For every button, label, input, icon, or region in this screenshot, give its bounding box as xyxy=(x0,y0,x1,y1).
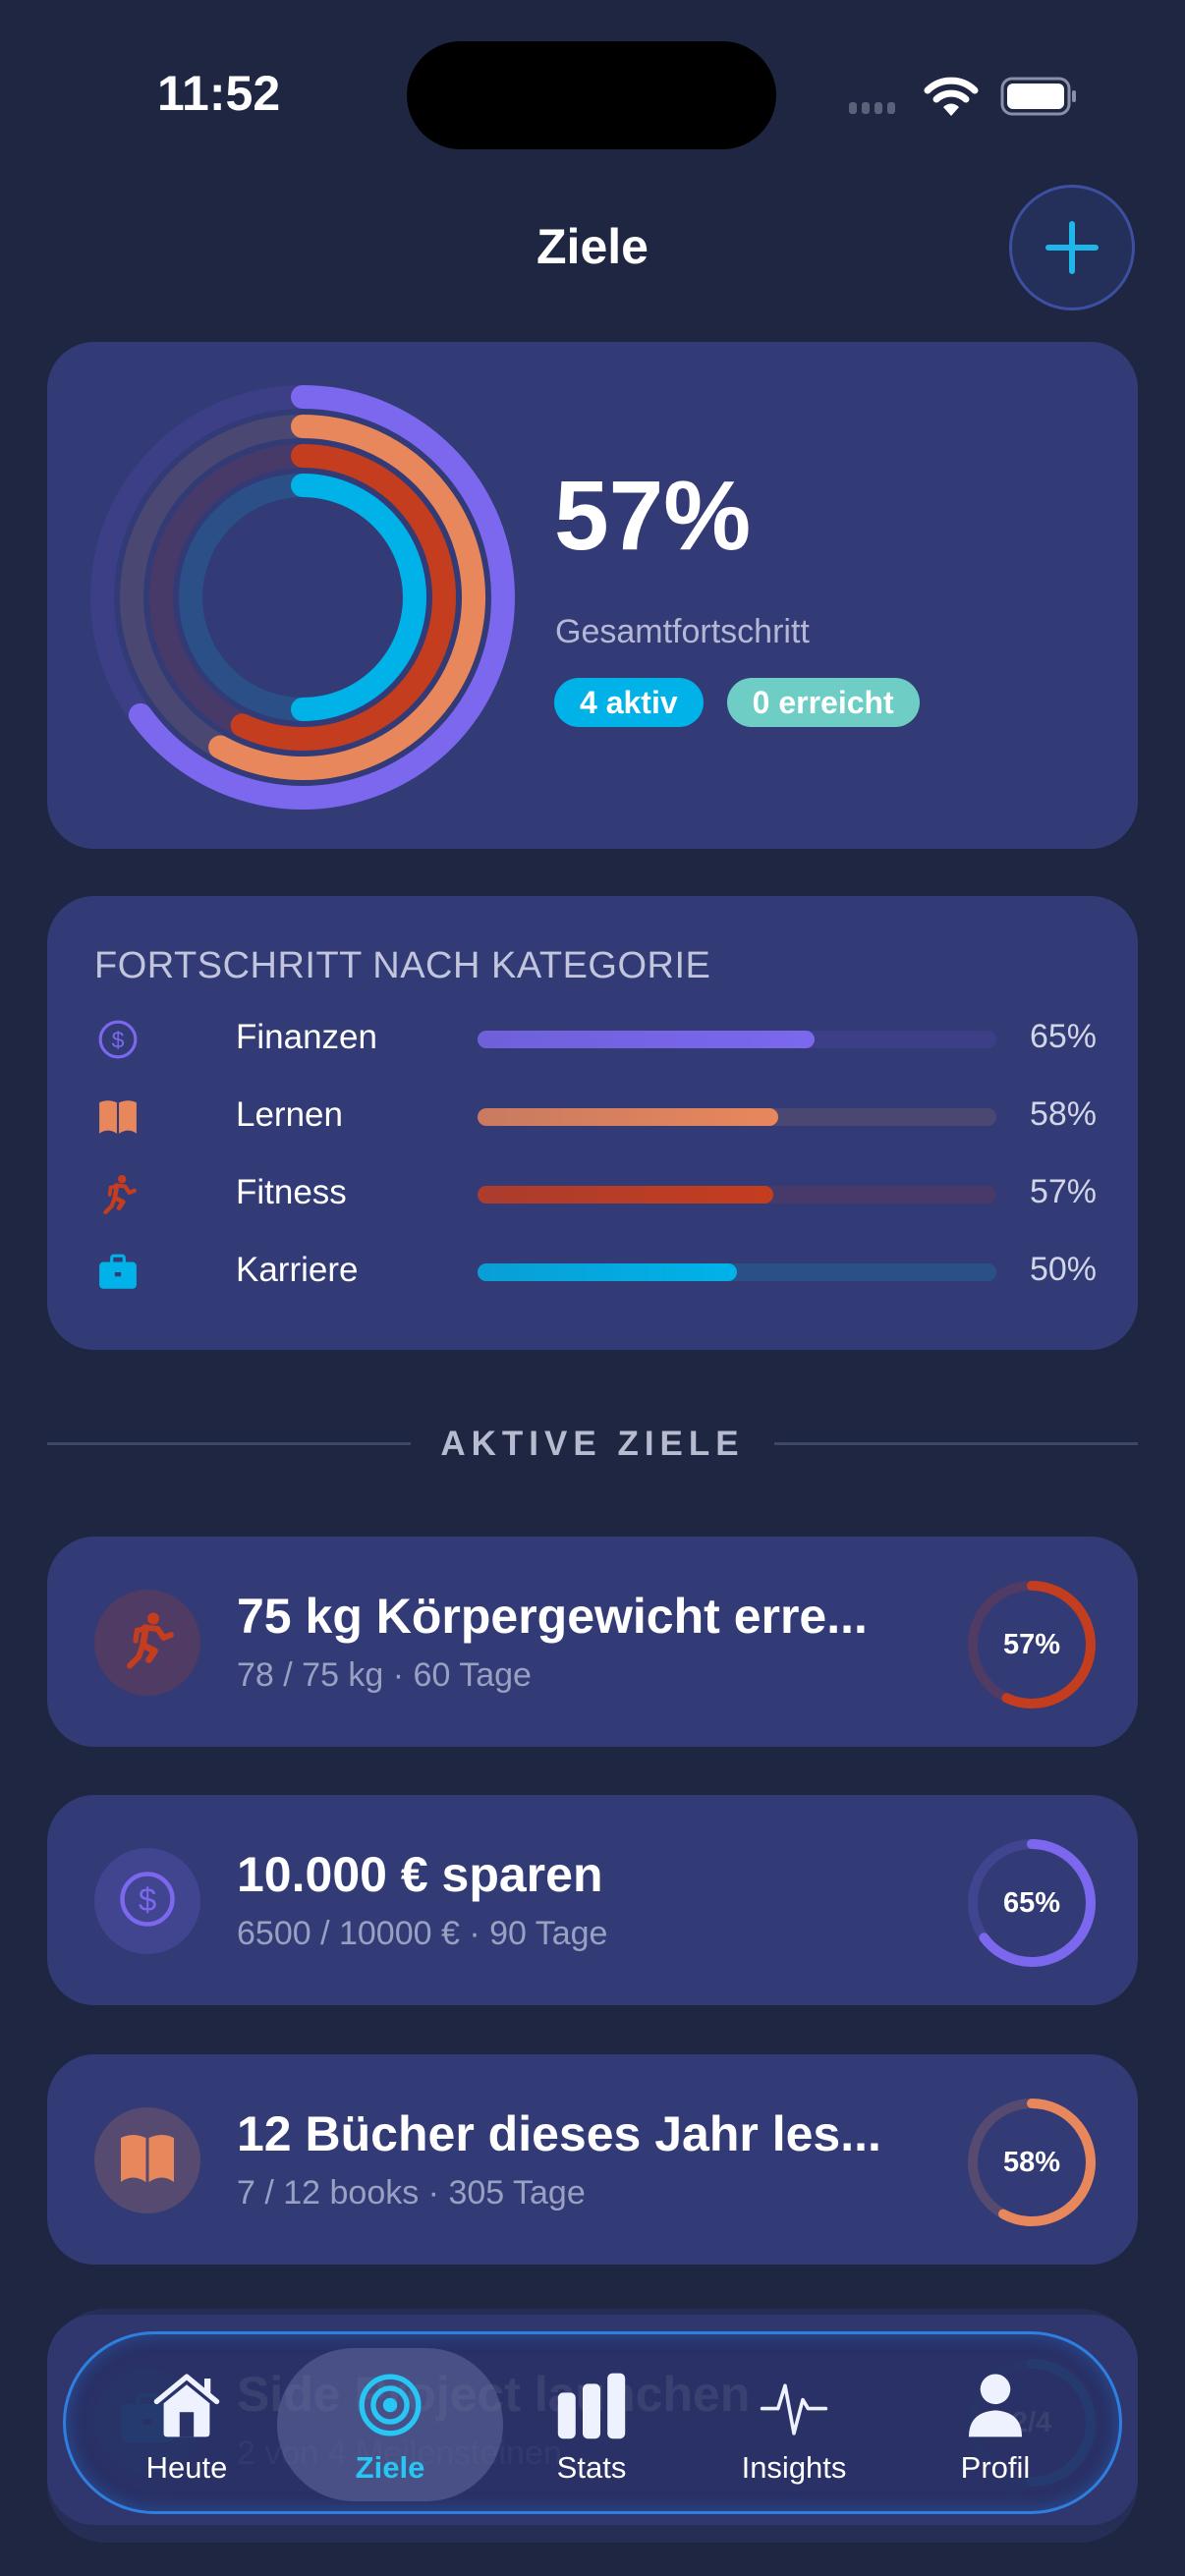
goal-card[interactable]: 12 Bücher dieses Jahr les... 7 / 12 book… xyxy=(47,2054,1138,2265)
pulse-icon xyxy=(755,2366,833,2444)
ring-progress-karriere xyxy=(291,474,426,721)
ring-progress-lernen xyxy=(208,415,485,780)
category-rings-chart xyxy=(90,385,515,810)
add-goal-button[interactable] xyxy=(1009,185,1135,310)
category-progress-bar xyxy=(478,1186,996,1204)
tab-profil[interactable]: Profil xyxy=(897,2348,1094,2495)
goal-progress-ring xyxy=(968,1839,1096,1967)
category-progress-bar xyxy=(478,1031,996,1048)
category-percent: 57% xyxy=(1029,1173,1097,1210)
category-progress-fill xyxy=(478,1263,737,1281)
house-icon xyxy=(147,2366,226,2444)
reached-count-badge: 0 erreicht xyxy=(726,678,920,727)
ring-progress-finanzen xyxy=(128,385,515,810)
category-name: Fitness xyxy=(236,1173,347,1211)
running-icon xyxy=(118,1611,177,1675)
category-name: Karriere xyxy=(236,1251,359,1289)
person-icon xyxy=(956,2366,1035,2444)
category-row-lernen: Lernen 58% xyxy=(94,1088,1097,1147)
goal-progress-ring xyxy=(968,1581,1096,1708)
target-icon xyxy=(351,2366,429,2444)
tab-label: Ziele xyxy=(355,2450,425,2485)
goal-subtitle: 6500 / 10000 € · 90 Tage xyxy=(237,1915,608,1952)
category-percent: 65% xyxy=(1029,1018,1097,1055)
category-section-title: FORTSCHRITT NACH KATEGORIE xyxy=(94,945,711,986)
goal-progress-ring xyxy=(968,2099,1096,2226)
goal-title: 10.000 € sparen xyxy=(237,1847,603,1902)
status-time: 11:52 xyxy=(157,66,281,121)
page-title: Ziele xyxy=(536,219,649,274)
dynamic-island xyxy=(407,41,776,149)
svg-text:$: $ xyxy=(112,1027,125,1052)
status-bar: 11:52 xyxy=(0,0,1185,196)
goal-title: 75 kg Körpergewicht erre... xyxy=(237,1589,868,1644)
category-name: Lernen xyxy=(236,1095,343,1134)
divider-line xyxy=(47,1442,411,1445)
goal-subtitle: 7 / 12 books · 305 Tage xyxy=(237,2174,586,2212)
tab-ziele[interactable]: Ziele xyxy=(292,2348,488,2495)
goal-icon-badge: $ xyxy=(94,1848,200,1954)
category-progress-fill xyxy=(478,1186,773,1204)
category-progress-bar xyxy=(478,1108,996,1126)
goal-card[interactable]: $ 10.000 € sparen 6500 / 10000 € · 90 Ta… xyxy=(47,1795,1138,2005)
active-count-badge: 4 aktiv xyxy=(554,678,704,727)
overall-progress-card[interactable]: 57% Gesamtfortschritt 4 aktiv 0 erreicht xyxy=(47,342,1138,849)
running-icon xyxy=(94,1171,141,1218)
bar-chart-icon xyxy=(552,2366,631,2444)
category-row-fitness: Fitness 57% xyxy=(94,1165,1097,1224)
plus-icon xyxy=(1045,221,1099,274)
goal-icon-badge xyxy=(94,1590,200,1696)
category-progress-card: FORTSCHRITT NACH KATEGORIE $ Finanzen 65… xyxy=(47,896,1138,1350)
category-percent: 50% xyxy=(1029,1251,1097,1288)
category-row-finanzen: $ Finanzen 65% xyxy=(94,1010,1097,1069)
active-tab-highlight xyxy=(277,2348,503,2501)
goal-icon-badge xyxy=(94,2107,200,2213)
divider-line xyxy=(774,1442,1138,1445)
overall-label: Gesamtfortschritt xyxy=(555,613,810,650)
goal-percent: 57% xyxy=(1002,1628,1061,1660)
category-name: Finanzen xyxy=(236,1018,377,1056)
category-progress-fill xyxy=(478,1108,779,1126)
goal-percent: 58% xyxy=(1002,2146,1061,2178)
dollar-circle-icon: $ xyxy=(94,1016,141,1063)
briefcase-icon xyxy=(94,1249,141,1296)
category-percent: 58% xyxy=(1029,1095,1097,1133)
ring-progress-fitness xyxy=(230,444,456,751)
book-icon xyxy=(94,1093,141,1141)
battery-icon xyxy=(1000,77,1076,116)
category-row-karriere: Karriere 50% xyxy=(94,1243,1097,1302)
active-goals-divider: AKTIVE ZIELE xyxy=(47,1415,1138,1474)
wifi-icon xyxy=(924,77,979,116)
cellular-signal-icon xyxy=(849,102,895,114)
tab-label: Profil xyxy=(960,2450,1031,2485)
overall-percent: 57% xyxy=(554,461,752,571)
tab-heute[interactable]: Heute xyxy=(88,2348,285,2495)
tab-stats[interactable]: Stats xyxy=(493,2348,690,2495)
category-progress-fill xyxy=(478,1031,816,1048)
goal-card[interactable]: 75 kg Körpergewicht erre... 78 / 75 kg ·… xyxy=(47,1537,1138,1747)
book-icon xyxy=(118,2129,177,2193)
goal-title: 12 Bücher dieses Jahr les... xyxy=(237,2106,881,2161)
active-goals-heading: AKTIVE ZIELE xyxy=(440,1425,745,1463)
dollar-circle-icon: $ xyxy=(118,1870,177,1933)
tab-label: Stats xyxy=(556,2450,627,2485)
svg-text:$: $ xyxy=(139,1881,156,1918)
tab-label: Heute xyxy=(145,2450,228,2485)
category-progress-bar xyxy=(478,1263,996,1281)
tab-label: Insights xyxy=(741,2450,847,2485)
goal-percent: 65% xyxy=(1002,1886,1061,1919)
tab-insights[interactable]: Insights xyxy=(696,2348,892,2495)
goal-subtitle: 78 / 75 kg · 60 Tage xyxy=(237,1656,532,1694)
